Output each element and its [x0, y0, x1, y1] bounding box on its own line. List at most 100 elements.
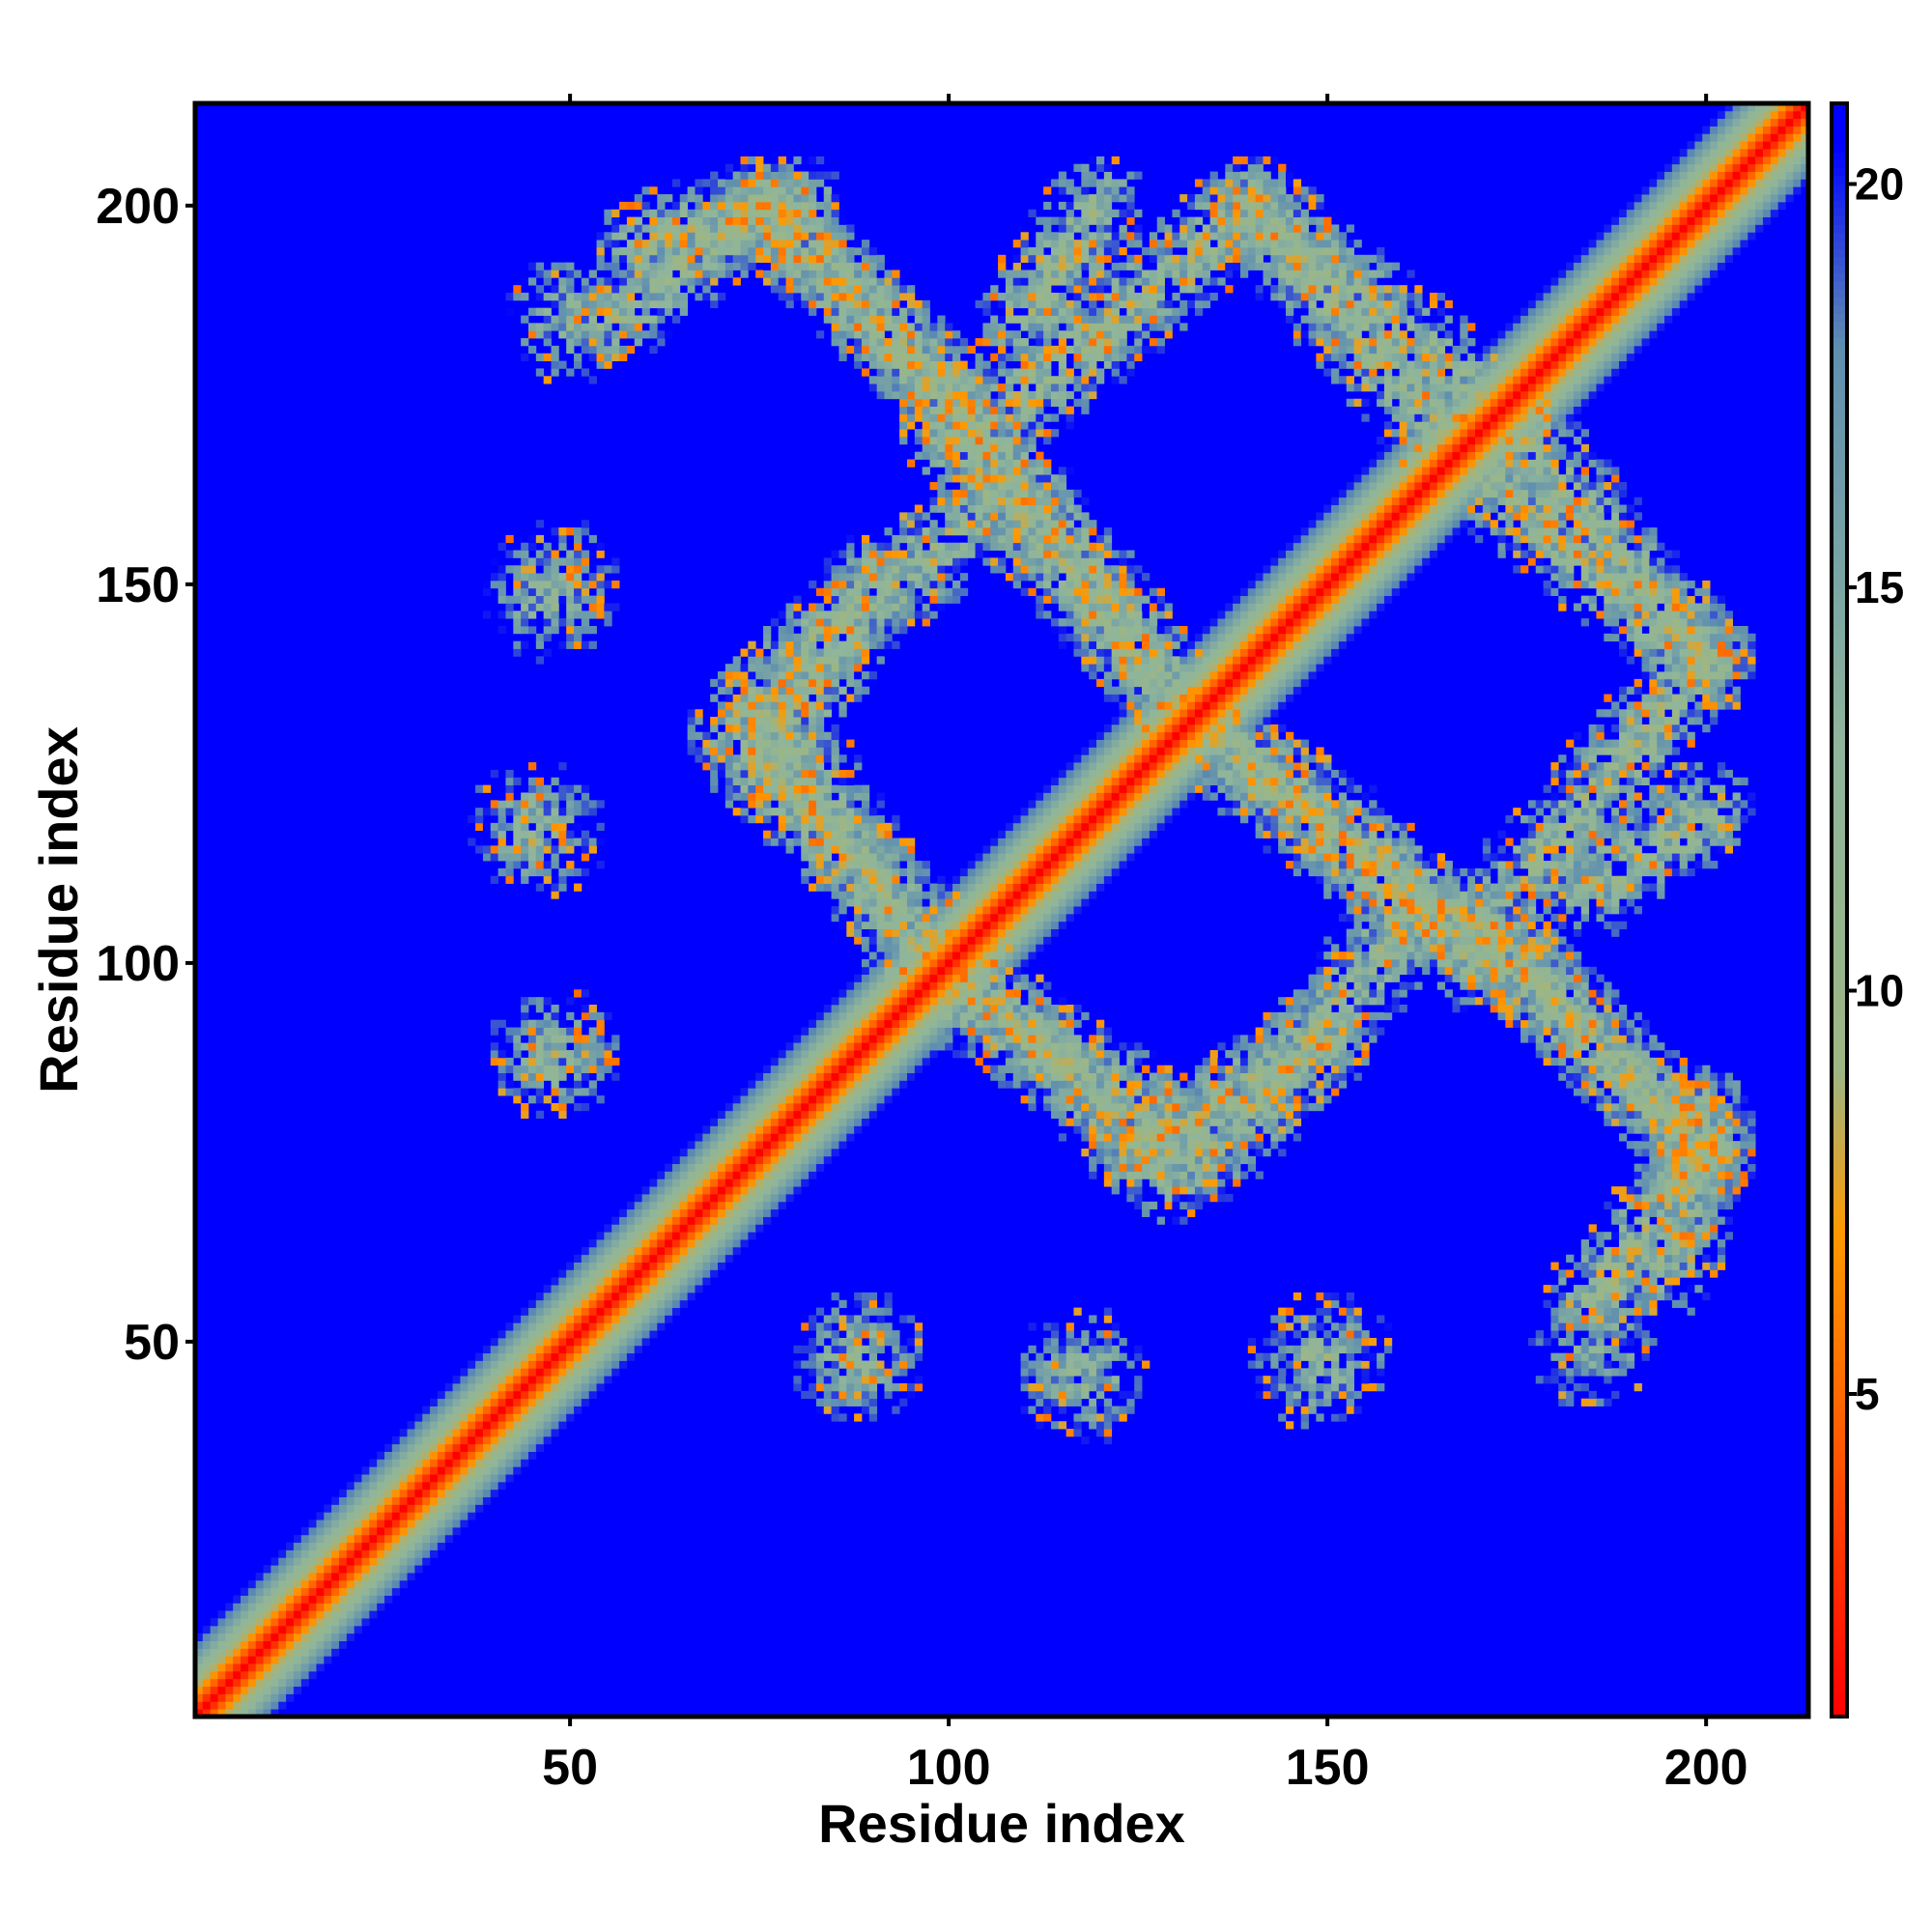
heatmap-cell — [982, 1027, 991, 1036]
heatmap-cell — [300, 1625, 310, 1634]
heatmap-cell — [982, 293, 991, 301]
heatmap-cell — [952, 952, 961, 960]
heatmap-cell — [922, 1011, 930, 1021]
heatmap-cell — [952, 542, 961, 551]
heatmap-cell — [346, 1534, 355, 1544]
heatmap-cell — [876, 974, 885, 982]
heatmap-cell — [270, 1579, 279, 1589]
heatmap-cell — [649, 216, 658, 225]
heatmap-cell — [687, 240, 696, 248]
heatmap-cell — [521, 875, 529, 884]
heatmap-cell — [868, 906, 878, 915]
heatmap-cell — [785, 701, 794, 710]
heatmap-cell — [422, 1526, 431, 1536]
heatmap-cell — [831, 633, 839, 642]
heatmap-cell — [793, 1179, 802, 1187]
heatmap-cell — [876, 1315, 885, 1323]
heatmap-cell — [581, 550, 590, 558]
heatmap-cell — [361, 1474, 370, 1483]
heatmap-cell — [574, 1299, 582, 1309]
heatmap-cell — [770, 1133, 780, 1142]
heatmap-cell — [823, 784, 832, 793]
heatmap-cell — [967, 928, 976, 937]
heatmap-cell — [422, 1520, 431, 1528]
heatmap-cell — [717, 762, 726, 771]
heatmap-cell — [641, 1254, 650, 1263]
heatmap-cell — [945, 330, 953, 339]
heatmap-cell — [838, 664, 847, 672]
heatmap-cell — [785, 201, 794, 211]
heatmap-cell — [884, 1390, 893, 1400]
heatmap-cell — [732, 246, 741, 256]
heatmap-cell — [868, 376, 878, 384]
heatmap-cell — [588, 330, 597, 339]
heatmap-cell — [876, 830, 885, 838]
heatmap-cell — [255, 1595, 264, 1604]
heatmap-cell — [778, 262, 786, 270]
heatmap-cell — [770, 792, 780, 801]
heatmap-cell — [809, 686, 817, 695]
heatmap-cell — [770, 769, 780, 779]
heatmap-cell — [975, 861, 983, 869]
heatmap-cell — [801, 1360, 810, 1369]
heatmap-cell — [626, 1269, 636, 1278]
heatmap-cell — [778, 224, 786, 233]
heatmap-cell — [513, 1322, 522, 1331]
heatmap-cell — [959, 997, 969, 1006]
heatmap-cell — [407, 1451, 415, 1460]
heatmap-cell — [468, 1421, 476, 1430]
heatmap-cell — [641, 1315, 650, 1323]
heatmap-cell — [604, 1352, 612, 1361]
heatmap-cell — [1005, 1050, 1014, 1059]
heatmap-cell — [990, 867, 999, 877]
heatmap-cell — [982, 989, 991, 998]
heatmap-cell — [217, 1709, 226, 1718]
heatmap-cell — [521, 1345, 529, 1354]
heatmap-cell — [929, 913, 938, 923]
heatmap-cell — [892, 981, 900, 990]
heatmap-cell — [521, 640, 529, 649]
heatmap-cell — [861, 1406, 870, 1414]
heatmap-cell — [937, 451, 946, 460]
heatmap-cell — [324, 1587, 332, 1596]
heatmap-cell — [316, 1526, 325, 1536]
heatmap-cell — [551, 353, 559, 361]
heatmap-cell — [377, 1573, 385, 1581]
heatmap-cell — [596, 550, 605, 558]
heatmap-cell — [604, 611, 612, 619]
heatmap-cell — [998, 527, 1007, 536]
heatmap-cell — [884, 1042, 893, 1051]
heatmap-cell — [740, 800, 749, 809]
heatmap-cell — [831, 664, 839, 672]
heatmap-cell — [513, 285, 522, 294]
heatmap-cell — [838, 232, 847, 241]
heatmap-cell — [596, 1246, 605, 1256]
heatmap-cell — [967, 345, 976, 355]
heatmap-cell — [521, 808, 529, 816]
heatmap-cell — [838, 1413, 847, 1422]
heatmap-cell — [460, 1504, 469, 1513]
heatmap-cell — [574, 1269, 582, 1278]
heatmap-cell — [831, 293, 839, 301]
heatmap-cell — [892, 1050, 900, 1059]
heatmap-cell — [202, 1701, 212, 1710]
heatmap-cell — [217, 1693, 226, 1702]
heatmap-cell — [665, 1277, 673, 1286]
heatmap-cell — [937, 1027, 946, 1036]
heatmap-cell — [354, 1520, 362, 1528]
heatmap-cell — [831, 1027, 839, 1036]
heatmap-cell — [982, 406, 991, 414]
heatmap-cell — [414, 1466, 423, 1475]
heatmap-cell — [838, 277, 847, 286]
heatmap-cell — [861, 1368, 870, 1377]
heatmap-cell — [892, 550, 900, 558]
heatmap-cell — [596, 573, 605, 582]
heatmap-cell — [444, 1429, 453, 1437]
heatmap-cell — [535, 853, 545, 862]
heatmap-cell — [732, 671, 741, 680]
heatmap-cell — [1005, 1057, 1014, 1066]
heatmap-cell — [679, 254, 689, 264]
heatmap-cell — [286, 1648, 295, 1657]
heatmap-cell — [300, 1633, 310, 1641]
heatmap-cell — [922, 867, 930, 877]
